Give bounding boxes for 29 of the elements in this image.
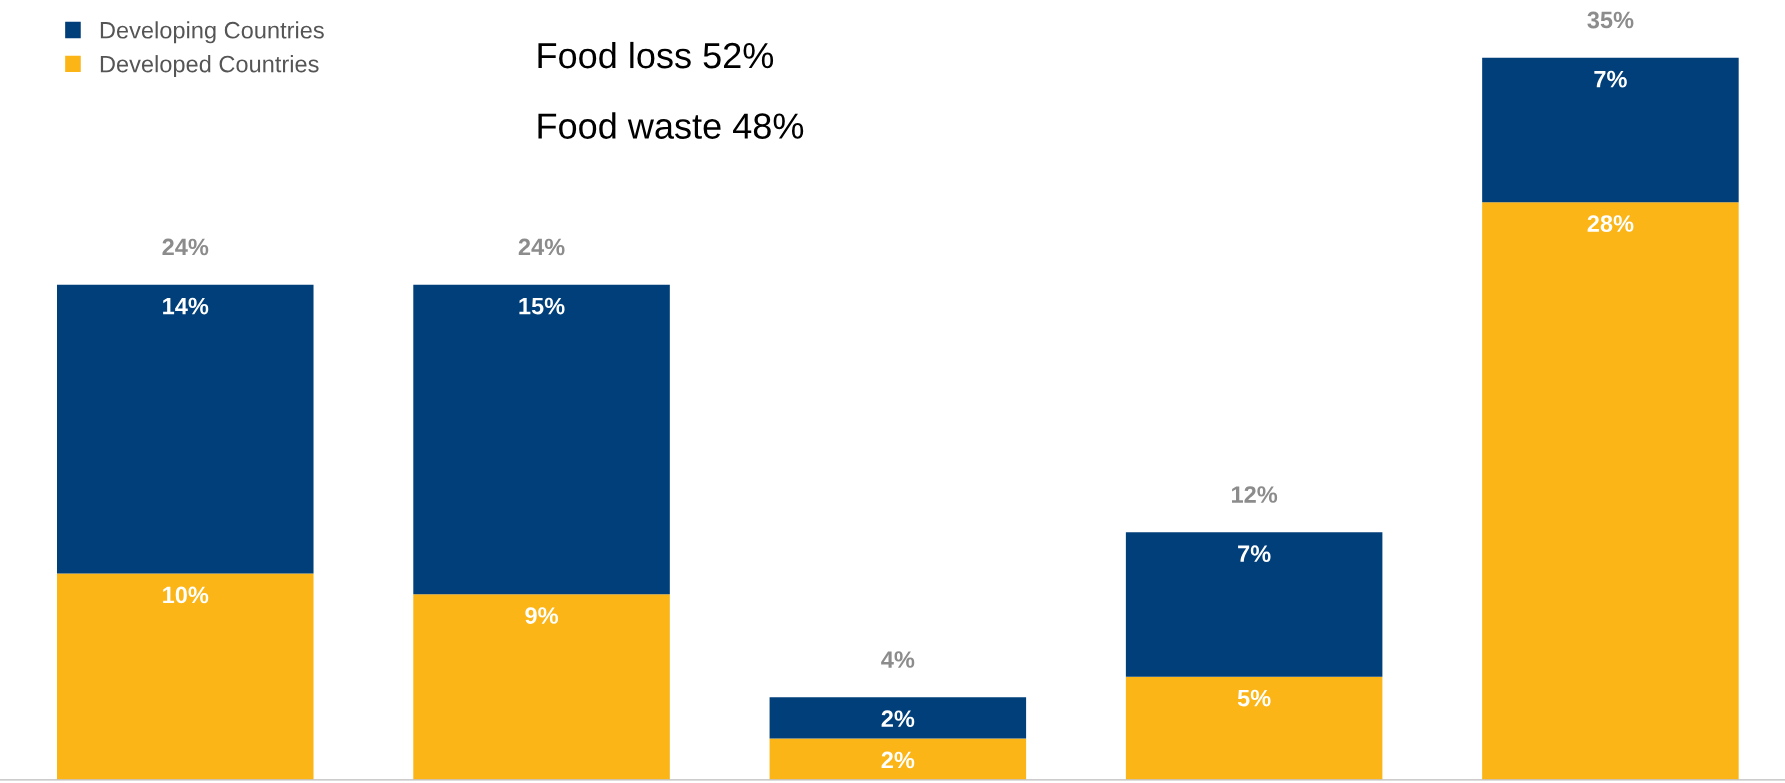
- bar: [1125, 676, 1383, 780]
- annotation: Food waste 48%: [538, 112, 804, 139]
- data-label: 9%: [525, 607, 558, 624]
- total-label: 24%: [518, 238, 565, 256]
- legend-label: Developing Countries: [100, 21, 324, 44]
- total-label: 35%: [1587, 11, 1634, 29]
- bar: [769, 697, 1027, 739]
- annotation: Food loss 52%: [538, 41, 774, 69]
- bar: [413, 284, 670, 595]
- bar: [1482, 202, 1739, 780]
- data-label: 10%: [163, 586, 209, 604]
- legend-label: Developed Countries: [100, 55, 319, 78]
- bar: [1125, 532, 1383, 677]
- bar: [1482, 57, 1739, 203]
- total-label: 24%: [162, 238, 209, 256]
- total-label: 4%: [881, 651, 915, 668]
- total-label: 12%: [1231, 486, 1278, 503]
- bar: [769, 738, 1027, 780]
- bar: [57, 573, 314, 780]
- data-label: 2%: [881, 751, 915, 769]
- data-label: 5%: [1237, 689, 1271, 707]
- data-label: 14%: [163, 297, 209, 315]
- data-label: 15%: [519, 297, 565, 315]
- data-label: 7%: [1594, 70, 1627, 88]
- data-label: 2%: [881, 710, 915, 728]
- data-label: 7%: [1238, 545, 1271, 562]
- data-label: 28%: [1587, 215, 1634, 232]
- bar: [57, 284, 314, 574]
- bar: [413, 594, 670, 780]
